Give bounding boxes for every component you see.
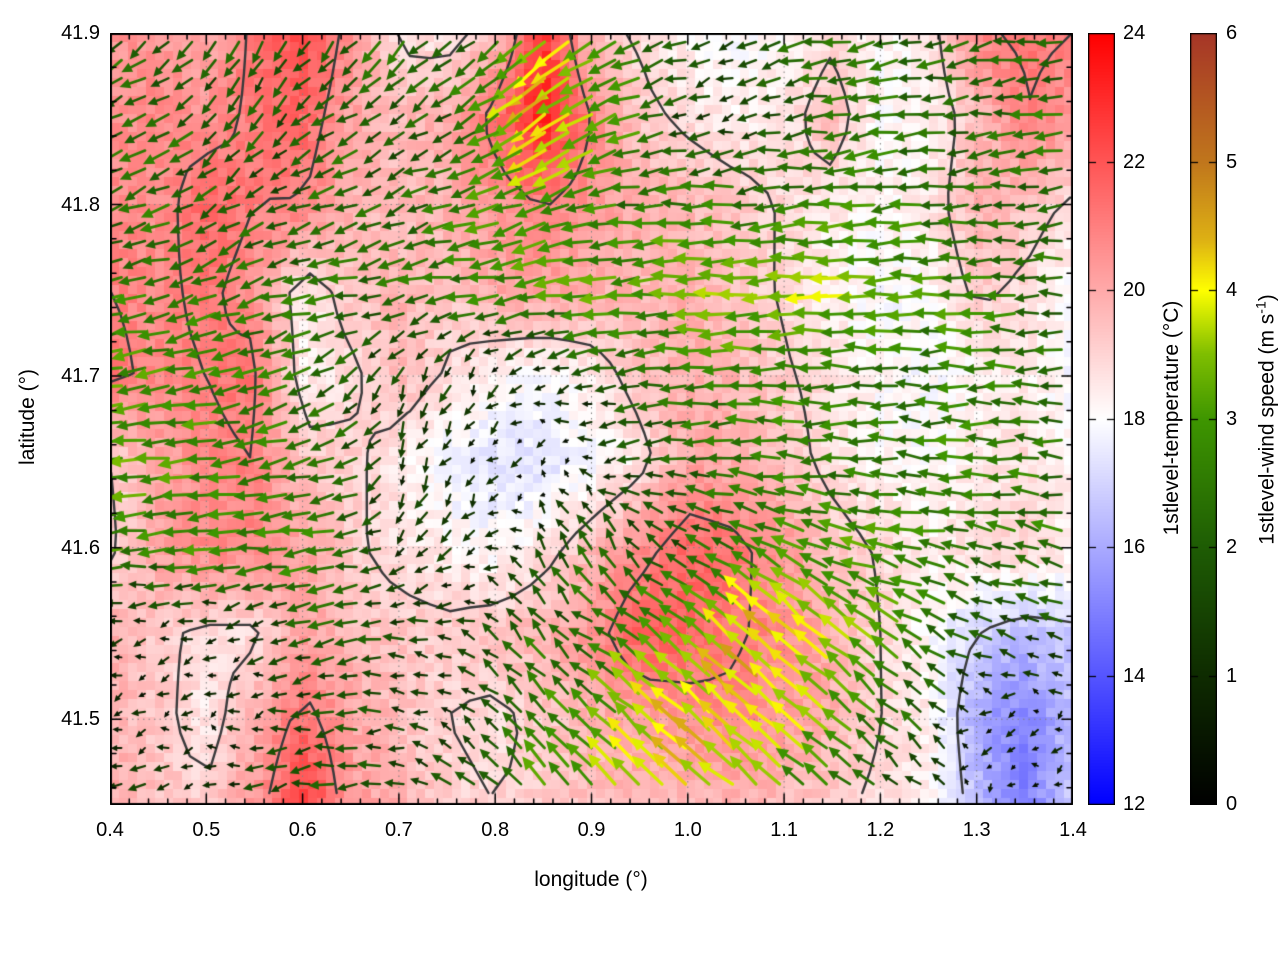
temperature-colorbar bbox=[1088, 33, 1115, 805]
y-tick-label: 41.6 bbox=[61, 536, 100, 559]
wind-colorbar-tick-label: 1 bbox=[1226, 664, 1238, 687]
wind-colorbar-tick-label: 6 bbox=[1226, 22, 1238, 44]
x-axis-label: longitude (°) bbox=[534, 868, 648, 891]
temp-colorbar-tick-label: 18 bbox=[1123, 407, 1146, 430]
x-tick-label: 0.9 bbox=[577, 819, 606, 841]
temperature-wind-map-canvas bbox=[110, 33, 1073, 805]
wind-colorbar-label-sup: -1 bbox=[1252, 301, 1269, 314]
y-tick-label: 41.7 bbox=[61, 365, 100, 388]
y-tick-label: 41.8 bbox=[61, 193, 100, 216]
temp-colorbar-tick-label: 22 bbox=[1123, 150, 1146, 173]
x-tick-label: 0.7 bbox=[384, 819, 413, 841]
temp-colorbar-tick-label: 24 bbox=[1123, 22, 1146, 44]
x-tick-label: 0.6 bbox=[288, 819, 317, 841]
x-tick-label: 1.4 bbox=[1059, 819, 1087, 841]
x-tick-label: 1.2 bbox=[866, 819, 895, 841]
x-tick-label: 1.0 bbox=[673, 819, 702, 841]
temp-colorbar-tick-label: 12 bbox=[1123, 793, 1146, 815]
temp-colorbar-tick-label: 14 bbox=[1123, 664, 1146, 687]
y-axis-label: latitude (°) bbox=[16, 369, 39, 465]
temp-colorbar-tick-label: 20 bbox=[1123, 279, 1146, 301]
wind-colorbar-tick-label: 3 bbox=[1226, 407, 1238, 430]
y-tick-label: 41.5 bbox=[61, 708, 100, 731]
x-tick-label: 0.4 bbox=[96, 819, 124, 841]
wind-colorbar-tick-label: 4 bbox=[1226, 279, 1238, 301]
wind-colorbar-tick-label: 2 bbox=[1226, 536, 1238, 558]
wind-colorbar-label-pre: 1stlevel-wind speed (m s bbox=[1255, 313, 1279, 545]
temp-colorbar-tick-label: 16 bbox=[1123, 536, 1146, 558]
y-tick-label: 41.9 bbox=[61, 22, 100, 44]
wind-speed-colorbar bbox=[1190, 33, 1217, 805]
wind-colorbar-label-post: ) bbox=[1255, 294, 1279, 302]
x-tick-label: 0.8 bbox=[481, 819, 510, 841]
wind-colorbar-tick-label: 5 bbox=[1226, 150, 1238, 173]
x-tick-label: 1.3 bbox=[962, 819, 991, 841]
x-tick-label: 0.5 bbox=[192, 819, 221, 841]
wind-colorbar-tick-label: 0 bbox=[1226, 793, 1238, 815]
x-tick-label: 1.1 bbox=[770, 819, 798, 841]
wind-colorbar-label: 1stlevel-wind speed (m s-1) bbox=[1253, 170, 1280, 670]
temperature-colorbar-label: 1stlevel-temperature (°C) bbox=[1160, 300, 1183, 536]
